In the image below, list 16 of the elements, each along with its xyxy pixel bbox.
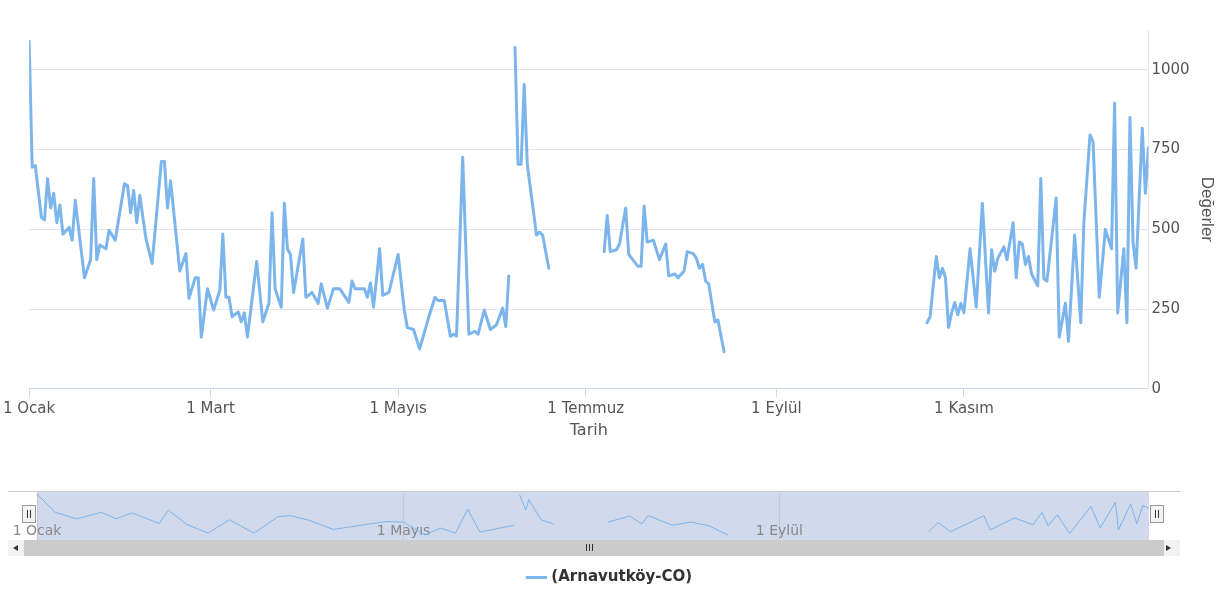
x-tick-label: 1 Kasım bbox=[934, 398, 994, 417]
legend-label: (Arnavutköy-CO) bbox=[551, 567, 693, 586]
x-tick-label: 1 Eylül bbox=[755, 521, 803, 538]
x-tick-label: 1 Temmuz bbox=[547, 398, 625, 417]
x-tick-label: 1 Mayıs bbox=[369, 398, 427, 417]
x-tick-label: 1 Eylül bbox=[751, 398, 802, 417]
x-tick-label: 1 Ocak bbox=[12, 521, 63, 538]
y-tick-label: 500 bbox=[1151, 219, 1181, 238]
y-tick-label: 250 bbox=[1151, 298, 1181, 317]
x-tick-label: 1 Mart bbox=[186, 398, 235, 417]
y-tick-label: 1000 bbox=[1151, 59, 1190, 78]
y-tick-label: 0 bbox=[1151, 378, 1161, 397]
y-tick-label: 750 bbox=[1151, 139, 1181, 158]
x-tick-label: 1 Ocak bbox=[3, 398, 56, 417]
x-axis-title: Tarih bbox=[568, 419, 608, 439]
y-axis-title: Değerler bbox=[1198, 176, 1218, 243]
